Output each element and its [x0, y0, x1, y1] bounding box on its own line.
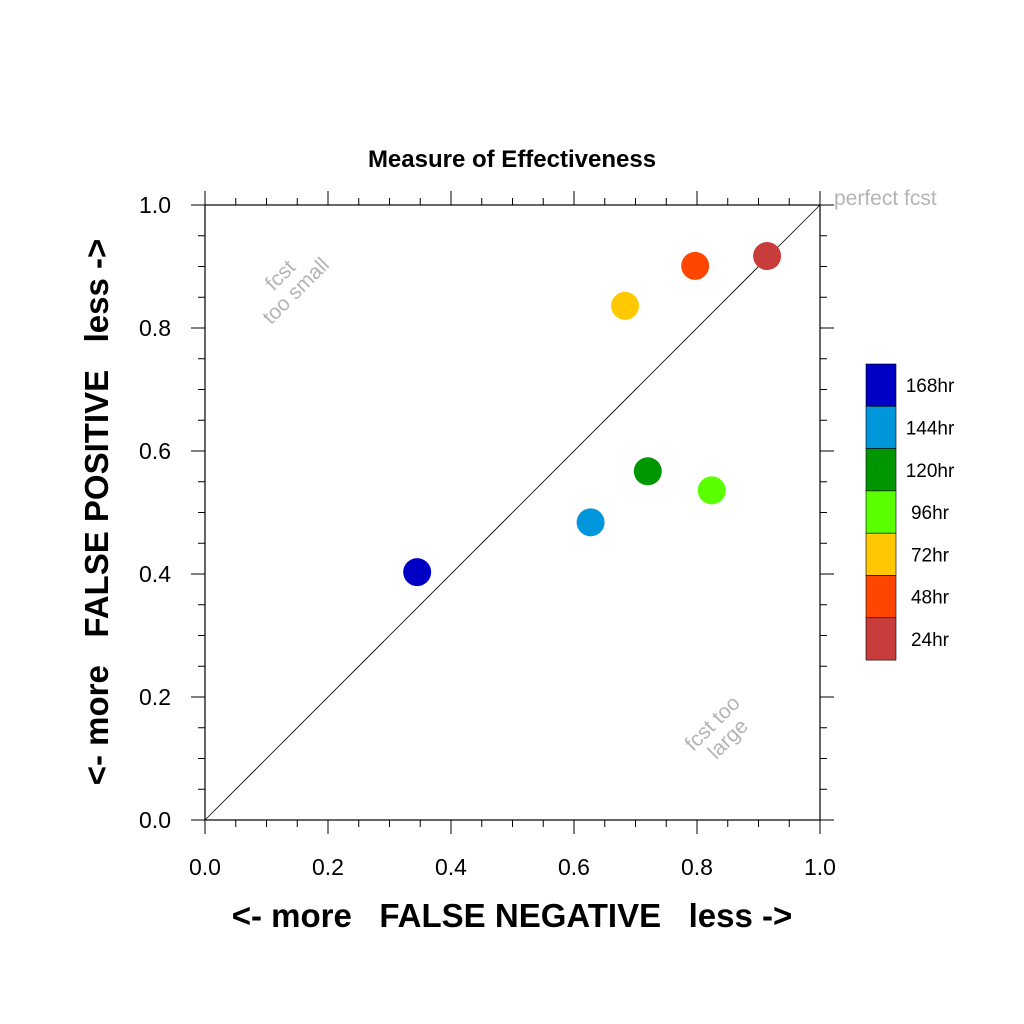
- legend-label-168hr: 168hr: [906, 376, 955, 397]
- y-tick-label: 0.6: [139, 438, 171, 464]
- x-axis-label: <- more FALSE NEGATIVE less ->: [232, 897, 793, 934]
- axis-ticks: [191, 191, 834, 834]
- y-tick-label: 0.4: [139, 561, 171, 587]
- point-120hr: [633, 457, 662, 486]
- y-tick-label: 0.2: [139, 684, 171, 710]
- x-tick-label: 0.4: [435, 854, 467, 880]
- point-48hr: [681, 251, 710, 280]
- legend-swatch-48hr: [865, 575, 897, 619]
- y-axis-label: <- more FALSE POSITIVE less ->: [78, 239, 115, 786]
- point-96hr: [697, 476, 726, 505]
- too-small-line-2: too small: [258, 253, 334, 329]
- legend-label-144hr: 144hr: [906, 418, 955, 439]
- x-tick-label: 0.0: [189, 854, 221, 880]
- reference-line: [204, 204, 821, 821]
- legend-swatch-96hr: [865, 490, 897, 534]
- point-144hr: [576, 508, 605, 537]
- perfect-fcst-annotation: perfect fcst: [834, 187, 937, 210]
- legend-label-72hr: 72hr: [911, 545, 950, 566]
- point-168hr: [403, 558, 432, 587]
- legend-swatch-144hr: [865, 405, 897, 449]
- legend-label-96hr: 96hr: [911, 503, 950, 524]
- chart-title: Measure of Effectiveness: [368, 146, 656, 173]
- y-tick-label: 0.8: [139, 315, 171, 341]
- x-tick-label: 0.6: [558, 854, 590, 880]
- data-points: [403, 242, 782, 587]
- too-small-annotation: fcst too small: [258, 253, 334, 329]
- x-tick-label: 1.0: [804, 854, 836, 880]
- point-24hr: [753, 242, 782, 271]
- legend-label-48hr: 48hr: [911, 588, 950, 609]
- legend: 168hr 144hr 120hr 96hr 72hr 48hr 24hr: [865, 363, 955, 661]
- legend-swatch-24hr: [865, 617, 897, 661]
- perfect-fcst-line: [204, 204, 821, 821]
- x-tick-label: 0.8: [681, 854, 713, 880]
- y-tick-labels: 0.0 0.2 0.4 0.6 0.8 1.0: [139, 192, 171, 833]
- y-tick-label: 0.0: [139, 807, 171, 833]
- y-tick-label: 1.0: [139, 192, 171, 218]
- too-large-annotation: fcst too large: [681, 692, 753, 764]
- legend-label-120hr: 120hr: [906, 461, 955, 482]
- x-tick-label: 0.2: [312, 854, 344, 880]
- legend-label-24hr: 24hr: [911, 630, 950, 651]
- legend-swatch-168hr: [865, 363, 897, 407]
- legend-swatch-72hr: [865, 532, 897, 576]
- x-tick-labels: 0.0 0.2 0.4 0.6 0.8 1.0: [189, 854, 836, 880]
- legend-swatch-120hr: [865, 448, 897, 492]
- point-72hr: [611, 291, 640, 320]
